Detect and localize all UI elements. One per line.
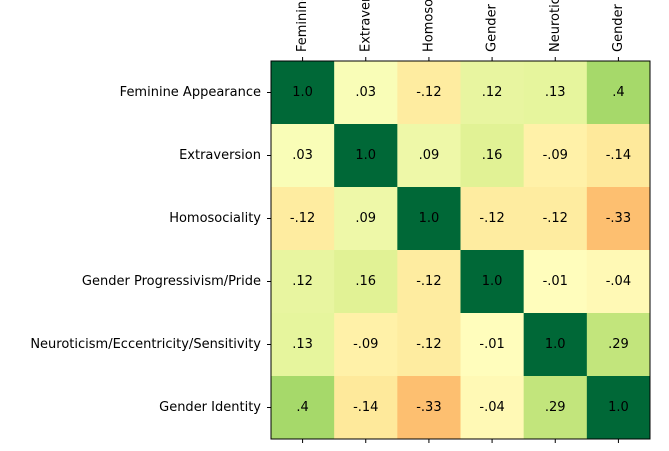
y-tick-label: Feminine Appearance bbox=[120, 85, 261, 100]
cell-label: 1.0 bbox=[608, 400, 629, 415]
heatmap-cell bbox=[334, 187, 398, 251]
cell-label: -.01 bbox=[479, 337, 504, 352]
cell-label: 1.0 bbox=[545, 337, 566, 352]
cell-label: -.33 bbox=[416, 400, 441, 415]
cell-label: -.14 bbox=[606, 148, 631, 163]
plot-frame bbox=[270, 60, 651, 440]
heatmap-cell bbox=[397, 250, 461, 314]
heatmap-cell bbox=[460, 61, 525, 125]
cell-label: .09 bbox=[355, 211, 376, 226]
heatmap-cell bbox=[397, 61, 461, 125]
x-tick-label: Gender Identity bbox=[611, 0, 626, 52]
cell-label: -.04 bbox=[479, 400, 504, 415]
heatmap-cell bbox=[586, 313, 651, 377]
cell-label: -.09 bbox=[353, 337, 378, 352]
cell-label: .4 bbox=[296, 400, 308, 415]
heatmap-cell bbox=[586, 187, 651, 251]
heatmap-cell bbox=[271, 124, 335, 188]
heatmap-cell bbox=[397, 313, 461, 377]
cell-label: -.12 bbox=[416, 85, 441, 100]
cell-label: 1.0 bbox=[292, 85, 313, 100]
heatmap-cell bbox=[460, 313, 525, 377]
cell-label: .16 bbox=[482, 148, 503, 163]
heatmap-cell bbox=[586, 124, 651, 188]
heatmap-cell bbox=[586, 250, 651, 314]
cell-label: 1.0 bbox=[355, 148, 376, 163]
cell-label: -.09 bbox=[543, 148, 568, 163]
cell-label: -.12 bbox=[416, 274, 441, 289]
cell-label: .03 bbox=[292, 148, 313, 163]
y-tick-label: Homosociality bbox=[169, 211, 261, 226]
cell-label: .09 bbox=[419, 148, 440, 163]
x-tick-label: Homosociality bbox=[421, 0, 436, 52]
cell-label: .29 bbox=[545, 400, 566, 415]
cell-label: .4 bbox=[612, 85, 624, 100]
heatmap-cell bbox=[334, 313, 398, 377]
heatmap-cell bbox=[271, 250, 335, 314]
heatmap-cell bbox=[397, 376, 461, 440]
y-tick-label: Gender Identity bbox=[159, 400, 261, 415]
cell-label: 1.0 bbox=[419, 211, 440, 226]
heatmap-cell bbox=[523, 376, 588, 440]
cell-label: .13 bbox=[545, 85, 566, 100]
cell-label: -.33 bbox=[606, 211, 631, 226]
heatmap-cell bbox=[523, 313, 588, 377]
heatmap-cell bbox=[523, 187, 588, 251]
cell-label: -.12 bbox=[543, 211, 568, 226]
cell-label: -.01 bbox=[543, 274, 568, 289]
heatmap-cell bbox=[334, 124, 398, 188]
cell-label: -.04 bbox=[606, 274, 631, 289]
heatmap-cell bbox=[460, 124, 525, 188]
heatmap-cell bbox=[460, 250, 525, 314]
heatmap-cell bbox=[271, 376, 335, 440]
heatmap-cell bbox=[523, 61, 588, 125]
heatmap-cell bbox=[460, 376, 525, 440]
heatmap-cell bbox=[523, 250, 588, 314]
heatmap-cell bbox=[397, 187, 461, 251]
y-tick-label: Extraversion bbox=[179, 148, 261, 163]
cell-label: -.14 bbox=[353, 400, 378, 415]
cell-label: .29 bbox=[608, 337, 629, 352]
heatmap-cell bbox=[271, 187, 335, 251]
cell-label: .12 bbox=[292, 274, 313, 289]
y-tick-label: Gender Progressivism/Pride bbox=[82, 274, 261, 289]
cell-label: .13 bbox=[292, 337, 313, 352]
x-tick-label: Extraversion bbox=[358, 0, 373, 52]
heatmap-cell bbox=[586, 376, 651, 440]
heatmap-cell bbox=[334, 61, 398, 125]
heatmap-cell bbox=[271, 61, 335, 125]
heatmap-cell bbox=[334, 376, 398, 440]
y-tick-label: Neuroticism/Eccentricity/Sensitivity bbox=[30, 337, 261, 352]
heatmap-cell bbox=[586, 61, 651, 125]
x-tick-label: Gender Progressivism/Pride bbox=[485, 0, 500, 52]
heatmap-cell bbox=[334, 250, 398, 314]
heatmap-cell bbox=[460, 187, 525, 251]
cell-label: .12 bbox=[482, 85, 503, 100]
heatmap-cell bbox=[397, 124, 461, 188]
cell-label: -.12 bbox=[416, 337, 441, 352]
cell-label: 1.0 bbox=[482, 274, 503, 289]
cell-label: -.12 bbox=[290, 211, 315, 226]
cell-label: .16 bbox=[355, 274, 376, 289]
cell-label: -.12 bbox=[479, 211, 504, 226]
heatmap-cell bbox=[523, 124, 588, 188]
x-tick-label: Neuroticism/Eccentricity/Sensitivity bbox=[548, 0, 563, 52]
heatmap-cell bbox=[271, 313, 335, 377]
x-tick-label: Feminine Appearance bbox=[295, 0, 310, 52]
cell-label: .03 bbox=[355, 85, 376, 100]
